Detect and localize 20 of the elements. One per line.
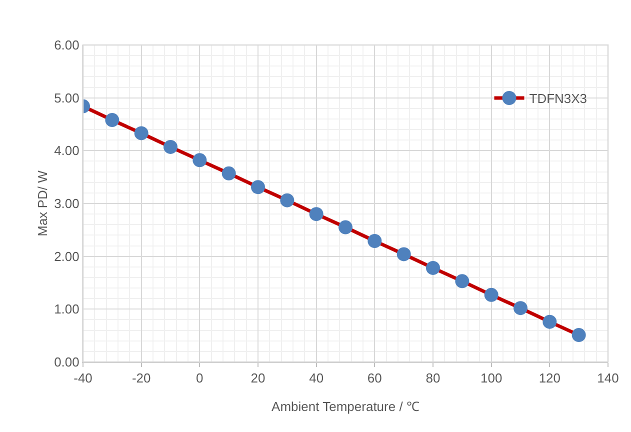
y-tick-label: 2.00 [54, 248, 80, 264]
x-axis-title: Ambient Temperature / ℃ [272, 399, 420, 414]
y-tick-label: 5.00 [54, 90, 80, 106]
x-tick-label: 20 [250, 370, 266, 386]
y-tick-label: 0.00 [54, 354, 80, 370]
x-tick-label: 100 [480, 370, 502, 386]
y-tick-label: 4.00 [54, 143, 80, 158]
y-axis-title: Max PD/ W [35, 170, 50, 236]
legend-label: TDFN3X3 [529, 91, 588, 106]
x-tick-label: 40 [309, 370, 324, 386]
x-tick-label: -40 [74, 370, 92, 386]
y-tick-label: 3.00 [54, 196, 80, 212]
x-tick-label: 120 [538, 370, 561, 386]
x-tick-label: 140 [597, 370, 619, 386]
x-tick-label: 0 [196, 370, 204, 386]
y-tick-label: 6.00 [54, 38, 80, 53]
x-tick-label: 60 [367, 370, 382, 386]
x-tick-label: 80 [426, 370, 440, 386]
x-tick-label: -20 [132, 370, 151, 386]
y-tick-label: 1.00 [54, 302, 80, 317]
